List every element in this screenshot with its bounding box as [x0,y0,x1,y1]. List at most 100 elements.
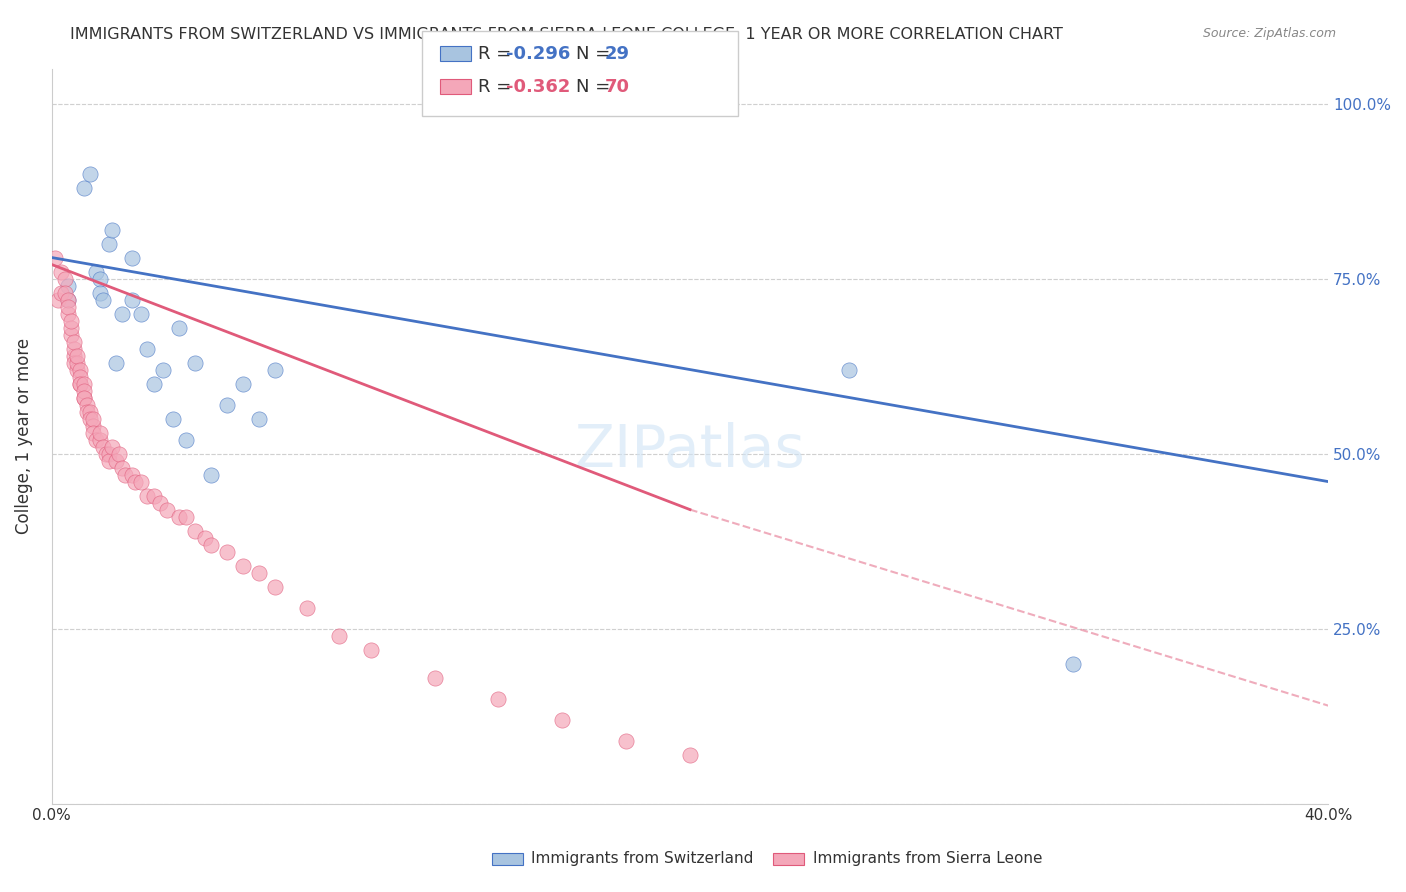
Point [94,446,117,460]
Text: 70: 70 [605,78,630,95]
Point [217,544,239,558]
Point [121,467,143,482]
Point [232,376,254,391]
Point [73,376,96,391]
Point [69,376,91,391]
Point [69,362,91,376]
Point [98,446,121,460]
Point [73,391,96,405]
Point [51,264,73,278]
Text: N =: N = [576,45,616,62]
Point [149,495,172,509]
Point [89,425,111,440]
Point [142,376,165,391]
Point [488,691,510,706]
Point [104,453,127,467]
Point [53,285,76,300]
Point [247,566,270,580]
Point [73,391,96,405]
Point [184,524,207,538]
Text: Source: ZipAtlas.com: Source: ZipAtlas.com [1202,27,1336,40]
Point [121,251,143,265]
Point [200,538,222,552]
Point [59,320,82,334]
Point [152,362,174,376]
Point [111,307,134,321]
Point [124,475,146,489]
Point [86,433,108,447]
Point [614,733,637,747]
Text: ZIPatlas: ZIPatlas [575,422,806,479]
Point [56,307,79,321]
Point [79,411,101,425]
Point [217,398,239,412]
Point [247,411,270,425]
Point [63,342,86,356]
Point [79,404,101,418]
Point [174,433,197,447]
Text: Immigrants from Sierra Leone: Immigrants from Sierra Leone [813,852,1042,866]
Text: 29: 29 [605,45,630,62]
Point [142,489,165,503]
Text: -0.296: -0.296 [506,45,571,62]
Point [679,747,702,762]
Point [121,293,143,307]
Point [98,236,121,251]
Point [63,334,86,349]
Point [104,355,127,369]
Point [295,600,318,615]
Text: Immigrants from Switzerland: Immigrants from Switzerland [531,852,754,866]
Point [82,425,104,440]
Point [73,180,96,194]
Point [101,440,124,454]
Point [69,369,91,384]
Point [89,271,111,285]
Point [169,320,191,334]
Point [156,502,179,516]
Point [59,313,82,327]
Y-axis label: College, 1 year or more: College, 1 year or more [15,338,32,534]
Point [360,642,382,657]
Point [107,446,129,460]
Point [79,167,101,181]
Point [63,349,86,363]
Point [194,531,217,545]
Text: IMMIGRANTS FROM SWITZERLAND VS IMMIGRANTS FROM SIERRA LEONE COLLEGE, 1 YEAR OR M: IMMIGRANTS FROM SWITZERLAND VS IMMIGRANT… [70,27,1063,42]
Point [51,285,73,300]
Point [44,251,66,265]
Point [66,349,89,363]
Point [73,384,96,398]
Point [551,713,574,727]
Point [232,558,254,573]
Point [162,411,184,425]
Point [66,362,89,376]
Text: R =: R = [478,78,517,95]
Point [82,418,104,433]
Point [46,293,69,307]
Point [53,271,76,285]
Point [56,278,79,293]
Point [169,509,191,524]
Point [63,355,86,369]
Text: N =: N = [576,78,616,95]
Point [76,404,98,418]
Point [82,411,104,425]
Point [423,671,446,685]
Point [838,362,860,376]
Point [1062,657,1084,671]
Point [66,355,89,369]
Point [101,222,124,236]
Text: R =: R = [478,45,517,62]
Point [91,293,114,307]
Point [111,460,134,475]
Point [328,629,350,643]
Text: -0.362: -0.362 [506,78,571,95]
Point [76,398,98,412]
Point [86,264,108,278]
Point [89,285,111,300]
Point [56,293,79,307]
Point [56,300,79,314]
Point [129,307,152,321]
Point [98,453,121,467]
Point [136,489,159,503]
